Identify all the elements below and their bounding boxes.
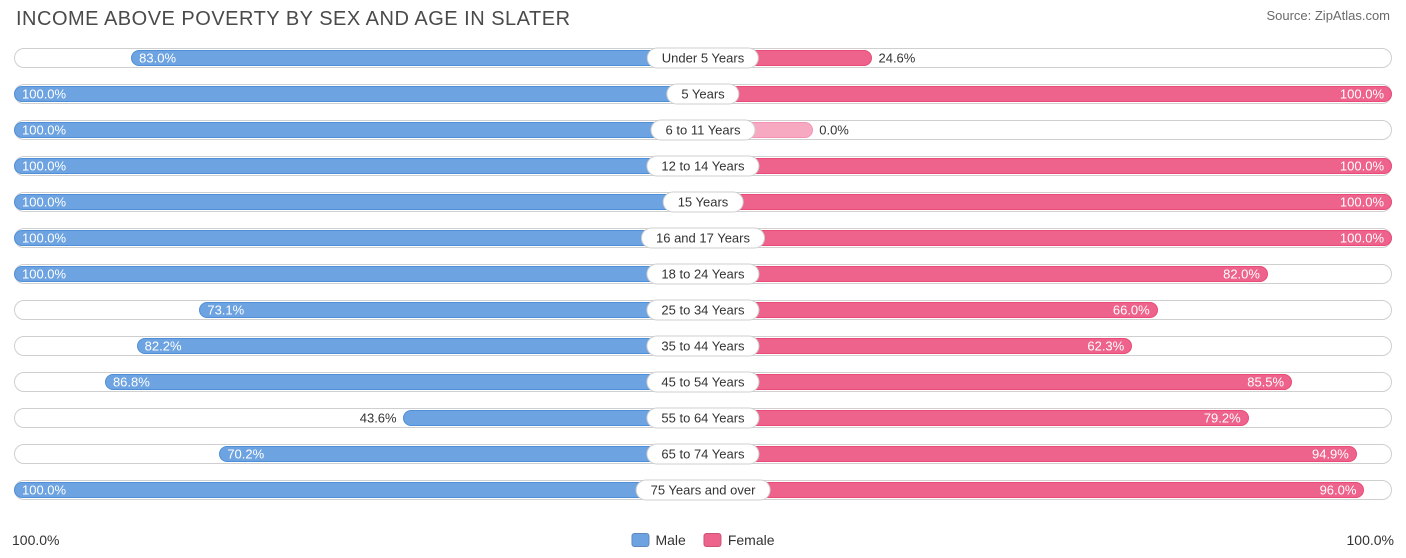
male-swatch-icon <box>631 533 649 547</box>
male-value-label: 100.0% <box>22 159 66 174</box>
male-value-label: 83.0% <box>139 51 176 66</box>
chart-row: 100.0% 100.0% 16 and 17 Years <box>14 221 1392 255</box>
legend-male-label: Male <box>655 532 685 548</box>
category-label: 12 to 14 Years <box>646 156 759 177</box>
female-value-label: 100.0% <box>1340 159 1384 174</box>
female-bar <box>703 446 1357 462</box>
category-label: 25 to 34 Years <box>646 300 759 321</box>
male-value-label: 100.0% <box>22 195 66 210</box>
female-bar <box>703 410 1249 426</box>
male-bar <box>14 86 703 102</box>
category-label: 65 to 74 Years <box>646 444 759 465</box>
category-label: 35 to 44 Years <box>646 336 759 357</box>
male-bar <box>14 122 703 138</box>
chart-row: 83.0% 24.6% Under 5 Years <box>14 41 1392 75</box>
male-value-label: 43.6% <box>360 411 397 426</box>
female-value-label: 100.0% <box>1340 195 1384 210</box>
male-value-label: 70.2% <box>227 447 264 462</box>
chart-row: 43.6% 79.2% 55 to 64 Years <box>14 401 1392 435</box>
chart-container: INCOME ABOVE POVERTY BY SEX AND AGE IN S… <box>0 0 1406 558</box>
male-value-label: 100.0% <box>22 267 66 282</box>
male-bar <box>137 338 703 354</box>
female-value-label: 100.0% <box>1340 231 1384 246</box>
legend-item-male: Male <box>631 532 685 548</box>
female-bar <box>703 266 1268 282</box>
category-label: 45 to 54 Years <box>646 372 759 393</box>
female-value-label: 24.6% <box>878 51 915 66</box>
category-label: 5 Years <box>666 84 739 105</box>
male-value-label: 100.0% <box>22 87 66 102</box>
female-swatch-icon <box>704 533 722 547</box>
female-bar <box>703 158 1392 174</box>
male-bar <box>199 302 703 318</box>
axis-right-label: 100.0% <box>1347 532 1394 548</box>
female-bar <box>703 230 1392 246</box>
chart-row: 86.8% 85.5% 45 to 54 Years <box>14 365 1392 399</box>
male-value-label: 100.0% <box>22 231 66 246</box>
male-bar <box>14 230 703 246</box>
male-bar <box>14 158 703 174</box>
female-value-label: 82.0% <box>1223 267 1260 282</box>
female-value-label: 94.9% <box>1312 447 1349 462</box>
male-value-label: 100.0% <box>22 123 66 138</box>
category-label: 16 and 17 Years <box>641 228 765 249</box>
male-bar <box>14 482 703 498</box>
male-bar <box>219 446 703 462</box>
chart-footer: 100.0% Male Female 100.0% <box>12 532 1394 548</box>
chart-source: Source: ZipAtlas.com <box>1266 8 1390 23</box>
female-value-label: 0.0% <box>819 123 849 138</box>
chart-row: 73.1% 66.0% 25 to 34 Years <box>14 293 1392 327</box>
male-value-label: 100.0% <box>22 483 66 498</box>
female-bar <box>703 374 1292 390</box>
male-value-label: 82.2% <box>145 339 182 354</box>
female-bar <box>703 194 1392 210</box>
legend-item-female: Female <box>704 532 775 548</box>
male-value-label: 86.8% <box>113 375 150 390</box>
category-label: 75 Years and over <box>636 480 771 501</box>
female-value-label: 85.5% <box>1247 375 1284 390</box>
category-label: 6 to 11 Years <box>651 120 756 141</box>
legend-female-label: Female <box>728 532 775 548</box>
female-bar <box>703 302 1158 318</box>
male-value-label: 73.1% <box>207 303 244 318</box>
chart-row: 100.0% 82.0% 18 to 24 Years <box>14 257 1392 291</box>
male-bar <box>105 374 703 390</box>
category-label: 55 to 64 Years <box>646 408 759 429</box>
male-bar <box>14 266 703 282</box>
axis-left-label: 100.0% <box>12 532 59 548</box>
category-label: Under 5 Years <box>647 48 759 69</box>
chart-row: 82.2% 62.3% 35 to 44 Years <box>14 329 1392 363</box>
female-bar <box>703 338 1132 354</box>
female-value-label: 96.0% <box>1320 483 1357 498</box>
chart-row: 70.2% 94.9% 65 to 74 Years <box>14 437 1392 471</box>
female-value-label: 79.2% <box>1204 411 1241 426</box>
category-label: 15 Years <box>663 192 744 213</box>
chart-row: 100.0% 96.0% 75 Years and over <box>14 473 1392 507</box>
female-value-label: 100.0% <box>1340 87 1384 102</box>
chart-rows: 83.0% 24.6% Under 5 Years 100.0% 100.0% 5 Yea… <box>12 41 1394 507</box>
female-bar <box>703 86 1392 102</box>
chart-row: 100.0% 100.0% 12 to 14 Years <box>14 149 1392 183</box>
male-bar <box>14 194 703 210</box>
chart-title: INCOME ABOVE POVERTY BY SEX AND AGE IN S… <box>16 8 571 31</box>
male-bar <box>131 50 703 66</box>
legend: Male Female <box>631 532 774 548</box>
female-value-label: 66.0% <box>1113 303 1150 318</box>
chart-header: INCOME ABOVE POVERTY BY SEX AND AGE IN S… <box>12 8 1394 41</box>
chart-row: 100.0% 100.0% 15 Years <box>14 185 1392 219</box>
female-value-label: 62.3% <box>1087 339 1124 354</box>
chart-row: 100.0% 100.0% 5 Years <box>14 77 1392 111</box>
chart-row: 100.0% 0.0% 6 to 11 Years <box>14 113 1392 147</box>
female-bar <box>703 482 1364 498</box>
category-label: 18 to 24 Years <box>646 264 759 285</box>
